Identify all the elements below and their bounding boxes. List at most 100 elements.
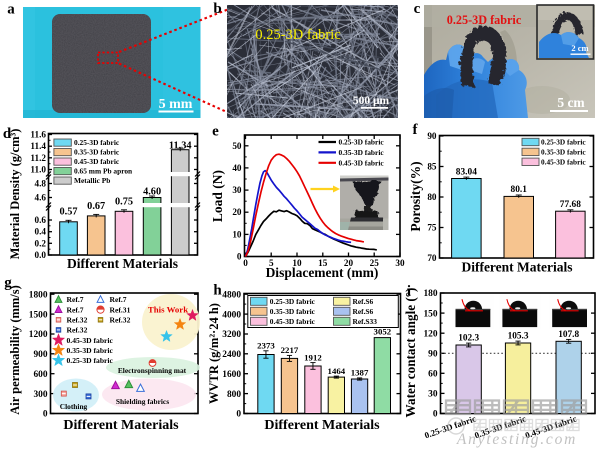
svg-text:50: 50 <box>232 141 242 151</box>
svg-text:0: 0 <box>237 252 242 262</box>
svg-text:Different Materials: Different Materials <box>67 256 178 271</box>
svg-text:25: 25 <box>370 258 380 268</box>
svg-text:11.6: 11.6 <box>30 130 46 140</box>
svg-text:Metallic Pb: Metallic Pb <box>74 176 110 185</box>
svg-text:1912: 1912 <box>304 352 322 362</box>
svg-text:4800: 4800 <box>222 290 241 300</box>
svg-text:5 cm: 5 cm <box>557 95 585 110</box>
svg-text:b: b <box>213 1 221 17</box>
svg-text:1200: 1200 <box>29 330 48 340</box>
svg-text:20: 20 <box>232 207 242 217</box>
svg-text:11.2: 11.2 <box>30 153 46 163</box>
svg-text:180: 180 <box>423 289 437 299</box>
svg-text:80: 80 <box>427 192 437 202</box>
svg-text:15: 15 <box>318 258 328 268</box>
svg-text:0.35-3D fabric: 0.35-3D fabric <box>541 147 586 156</box>
svg-text:Ref.32: Ref.32 <box>67 326 88 335</box>
svg-text:d: d <box>3 126 12 142</box>
svg-text:0.0: 0.0 <box>35 250 47 260</box>
svg-text:0.25-3D fabric: 0.25-3D fabric <box>255 27 340 43</box>
svg-text:2400: 2400 <box>222 350 241 360</box>
svg-text:90: 90 <box>427 131 437 141</box>
svg-text:Porosity(%): Porosity(%) <box>408 161 423 231</box>
svg-text:0.25-3D fabric: 0.25-3D fabric <box>74 138 120 147</box>
svg-text:h: h <box>213 283 222 299</box>
svg-text:0.45-3D fabric: 0.45-3D fabric <box>541 157 586 166</box>
svg-text:Clothing: Clothing <box>60 402 88 411</box>
svg-text:30: 30 <box>428 390 438 400</box>
svg-text:This Work: This Work <box>148 305 188 315</box>
svg-text:a: a <box>7 2 15 18</box>
svg-text:4.60: 4.60 <box>143 187 161 198</box>
svg-text:Displacement (mm): Displacement (mm) <box>266 265 379 280</box>
svg-text:107.8: 107.8 <box>558 330 579 340</box>
svg-text:150: 150 <box>423 309 437 319</box>
svg-text:Ref.32: Ref.32 <box>67 316 88 325</box>
svg-text:Different Materials: Different Materials <box>264 418 380 433</box>
svg-text:1387: 1387 <box>351 368 369 378</box>
svg-text:3200: 3200 <box>222 330 241 340</box>
svg-text:2 cm: 2 cm <box>571 43 588 53</box>
svg-text:0.35-3D fabric: 0.35-3D fabric <box>270 307 316 316</box>
svg-text:c: c <box>414 1 421 17</box>
svg-text:4.8: 4.8 <box>35 179 47 189</box>
svg-text:Ref.S6: Ref.S6 <box>353 297 374 306</box>
svg-text:Shielding fabrics: Shielding fabrics <box>116 397 169 406</box>
svg-text:75: 75 <box>427 223 437 233</box>
svg-text:e: e <box>212 124 219 140</box>
svg-text:WVTR (g/m²·24 h): WVTR (g/m²·24 h) <box>207 303 221 404</box>
svg-text:0.6: 0.6 <box>35 215 47 225</box>
svg-text:0.75: 0.75 <box>115 197 133 208</box>
svg-text:800: 800 <box>227 390 241 400</box>
svg-text:85: 85 <box>427 162 437 172</box>
svg-text:Load (N): Load (N) <box>210 170 225 222</box>
svg-text:10: 10 <box>292 258 302 268</box>
svg-text:Anytesting.com: Anytesting.com <box>456 431 577 448</box>
svg-text:Ref.S6: Ref.S6 <box>353 307 374 316</box>
svg-text:30: 30 <box>232 185 242 195</box>
svg-text:0.35-3D fabric: 0.35-3D fabric <box>74 148 120 157</box>
svg-text:0.57: 0.57 <box>59 207 77 218</box>
svg-text:11.0: 11.0 <box>30 165 46 175</box>
svg-text:Ref.32: Ref.32 <box>110 316 131 325</box>
svg-text:Electronspinning mat: Electronspinning mat <box>118 366 187 375</box>
svg-text:0.45-3D fabric: 0.45-3D fabric <box>270 317 316 326</box>
svg-text:0.65 mm Pb apron: 0.65 mm Pb apron <box>74 167 132 176</box>
svg-text:0.25-3D fabric: 0.25-3D fabric <box>447 13 522 27</box>
svg-text:2373: 2373 <box>257 341 275 351</box>
svg-text:11.34: 11.34 <box>169 141 192 152</box>
svg-text:Ref.7: Ref.7 <box>110 295 127 304</box>
svg-text:2217: 2217 <box>281 345 299 355</box>
svg-text:0: 0 <box>43 410 48 420</box>
svg-text:f: f <box>413 122 419 138</box>
svg-text:120: 120 <box>423 329 437 339</box>
svg-text:1500: 1500 <box>29 310 48 320</box>
svg-text:5: 5 <box>269 258 274 268</box>
svg-text:0.45-3D fabric: 0.45-3D fabric <box>67 336 114 345</box>
svg-text:300: 300 <box>33 390 47 400</box>
svg-text:1800: 1800 <box>29 290 48 300</box>
svg-text:80.1: 80.1 <box>511 185 528 195</box>
svg-text:90: 90 <box>428 349 438 359</box>
svg-text:83.04: 83.04 <box>456 167 477 177</box>
svg-text:0.45-3D fabric: 0.45-3D fabric <box>339 158 385 167</box>
svg-text:102.3: 102.3 <box>458 334 479 344</box>
svg-text:g: g <box>4 275 12 291</box>
svg-text:30: 30 <box>395 258 405 268</box>
svg-text:Material Density (g/cm³): Material Density (g/cm³) <box>8 129 22 260</box>
svg-text:0.2: 0.2 <box>35 238 47 248</box>
svg-text:i: i <box>407 284 411 300</box>
svg-text:0.25-3D fabric: 0.25-3D fabric <box>339 138 385 147</box>
svg-text:11.4: 11.4 <box>30 141 46 151</box>
svg-text:4000: 4000 <box>222 310 241 320</box>
svg-text:1600: 1600 <box>222 370 241 380</box>
svg-text:0.25-3D fabric: 0.25-3D fabric <box>67 356 114 365</box>
svg-text:40: 40 <box>232 163 242 173</box>
svg-text:1464: 1464 <box>328 366 346 376</box>
svg-text:0.67: 0.67 <box>87 201 105 212</box>
svg-text:0.25-3D fabric: 0.25-3D fabric <box>270 297 316 306</box>
svg-text:0: 0 <box>243 258 248 268</box>
svg-text:5 mm: 5 mm <box>159 97 193 112</box>
svg-text:Ref.S33: Ref.S33 <box>353 317 378 326</box>
svg-text:0.35-3D fabric: 0.35-3D fabric <box>67 346 114 355</box>
